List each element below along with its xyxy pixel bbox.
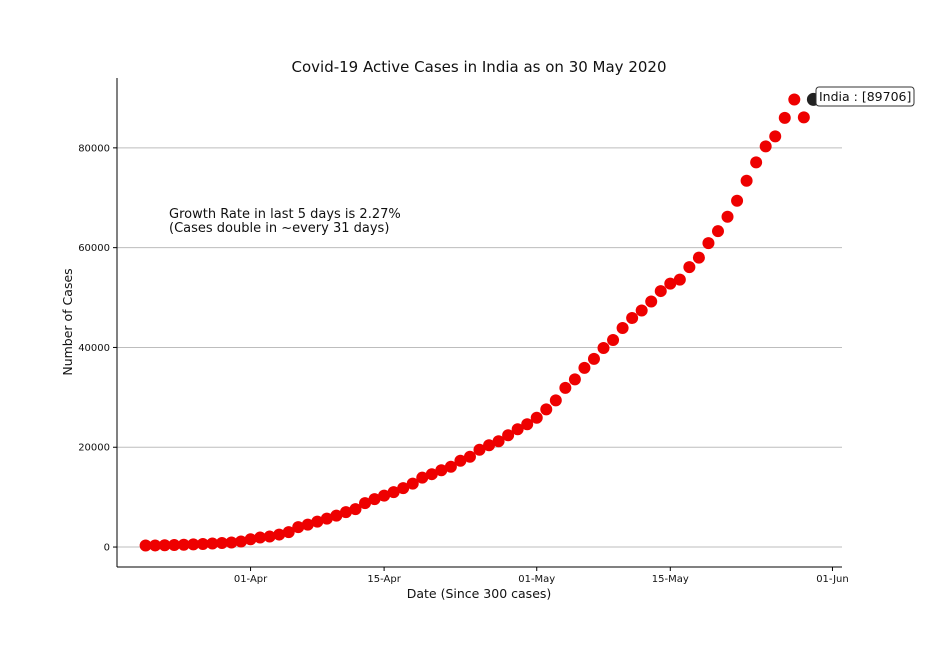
data-point bbox=[559, 381, 572, 394]
data-point bbox=[406, 477, 419, 490]
data-point bbox=[568, 373, 581, 386]
data-point bbox=[511, 423, 524, 436]
data-point bbox=[492, 435, 505, 448]
data-point bbox=[578, 361, 591, 374]
data-point bbox=[616, 321, 629, 334]
data-point bbox=[607, 333, 620, 346]
data-point bbox=[235, 535, 248, 548]
data-point bbox=[463, 450, 476, 463]
data-point bbox=[444, 460, 457, 473]
data-point bbox=[215, 537, 228, 550]
y-tick-label: 20000 bbox=[78, 443, 110, 454]
y-axis-label: Number of Cases bbox=[60, 268, 75, 375]
data-point bbox=[549, 394, 562, 407]
data-point bbox=[187, 538, 200, 551]
data-point bbox=[540, 403, 553, 416]
data-point bbox=[654, 285, 667, 298]
data-point bbox=[664, 277, 677, 290]
data-point bbox=[597, 341, 610, 354]
data-point bbox=[359, 497, 372, 510]
data-point bbox=[254, 531, 267, 544]
data-point bbox=[225, 536, 238, 549]
data-point bbox=[759, 140, 772, 153]
data-point bbox=[721, 210, 734, 223]
data-point bbox=[206, 537, 219, 550]
data-point bbox=[788, 93, 801, 106]
data-point bbox=[301, 518, 314, 531]
data-point bbox=[196, 538, 209, 551]
data-point bbox=[797, 111, 810, 124]
y-tick-label: 80000 bbox=[78, 143, 110, 154]
highlight-label: India : [89706] bbox=[819, 89, 911, 104]
y-tick-label: 60000 bbox=[78, 243, 110, 254]
data-point bbox=[292, 521, 305, 534]
data-point bbox=[587, 352, 600, 365]
data-point bbox=[177, 538, 190, 551]
data-point bbox=[683, 261, 696, 274]
growth-rate-note: Growth Rate in last 5 days is 2.27% bbox=[169, 207, 401, 222]
data-point bbox=[263, 530, 276, 543]
x-tick-label: 01-Jun bbox=[816, 574, 849, 585]
data-point bbox=[282, 526, 295, 539]
data-points bbox=[139, 92, 820, 552]
data-point bbox=[387, 486, 400, 499]
data-point bbox=[645, 295, 658, 308]
data-point bbox=[673, 273, 686, 286]
x-axis-ticks: 01-Apr 15-Apr 01-May 15-May 01-Jun bbox=[234, 567, 849, 585]
data-point bbox=[349, 503, 362, 516]
doubling-time-note: (Cases double in ~every 31 days) bbox=[169, 221, 389, 236]
data-point bbox=[530, 411, 543, 424]
data-point bbox=[711, 225, 724, 238]
data-point bbox=[454, 454, 467, 467]
x-axis-label: Date (Since 300 cases) bbox=[407, 586, 552, 601]
x-tick-label: 15-May bbox=[652, 574, 689, 585]
data-point bbox=[416, 471, 429, 484]
data-point bbox=[368, 493, 381, 506]
y-tick-label: 0 bbox=[104, 543, 110, 554]
gridlines bbox=[117, 147, 842, 548]
data-point bbox=[320, 512, 333, 525]
data-point bbox=[339, 506, 352, 519]
data-point bbox=[769, 130, 782, 143]
data-point bbox=[692, 251, 705, 264]
x-tick-label: 01-May bbox=[518, 574, 555, 585]
data-point bbox=[626, 312, 639, 325]
data-point bbox=[244, 533, 257, 546]
x-tick-label: 01-Apr bbox=[234, 574, 268, 585]
chart-title: Covid-19 Active Cases in India as on 30 … bbox=[292, 58, 667, 76]
data-point bbox=[139, 539, 152, 552]
data-point bbox=[435, 464, 448, 477]
y-tick-label: 40000 bbox=[78, 343, 110, 354]
data-point bbox=[149, 539, 162, 552]
data-point bbox=[702, 237, 715, 250]
data-point bbox=[778, 111, 791, 124]
data-point bbox=[273, 528, 286, 541]
data-point bbox=[635, 304, 648, 317]
data-point bbox=[502, 429, 515, 442]
data-point bbox=[750, 156, 763, 169]
data-point bbox=[731, 194, 744, 207]
data-point bbox=[168, 539, 181, 552]
highlight-label-box bbox=[815, 86, 915, 107]
x-tick-label: 15-Apr bbox=[367, 574, 401, 585]
data-point bbox=[483, 439, 496, 452]
data-point bbox=[378, 489, 391, 502]
data-point bbox=[740, 174, 753, 187]
data-point bbox=[397, 482, 410, 495]
y-axis-ticks: 0 20000 40000 60000 80000 bbox=[78, 143, 117, 554]
data-point bbox=[473, 443, 486, 456]
data-point bbox=[425, 468, 438, 481]
data-point bbox=[521, 418, 534, 431]
data-point bbox=[158, 539, 171, 552]
data-point bbox=[330, 509, 343, 522]
data-point bbox=[311, 515, 324, 528]
